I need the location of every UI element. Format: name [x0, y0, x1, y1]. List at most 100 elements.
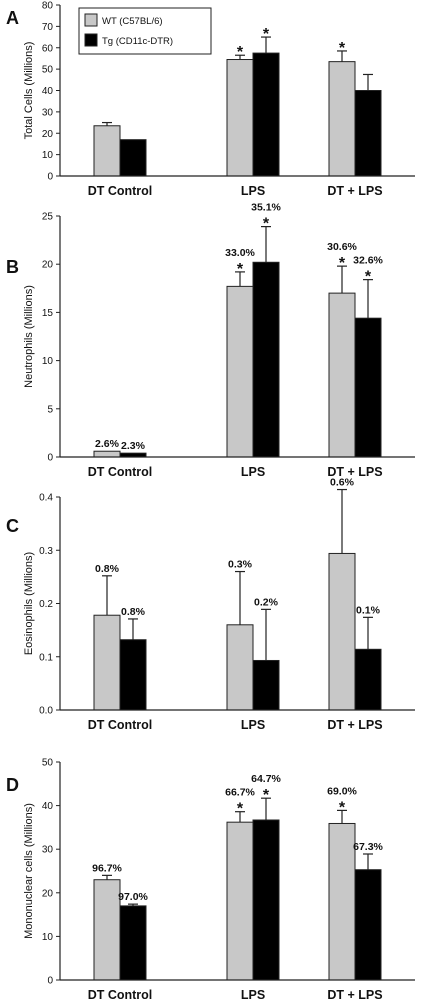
y-tick-label: 10 [42, 150, 54, 161]
bar-value-label: 0.6% [330, 477, 355, 489]
bar-value-label: 0.8% [121, 606, 146, 618]
legend-swatch [84, 13, 98, 27]
legend-box [78, 7, 212, 55]
bar [252, 261, 280, 458]
y-tick-label: 0 [47, 976, 53, 987]
y-tick-label: 0.0 [39, 706, 53, 717]
legend-label: WT (C57BL/6) [102, 16, 163, 27]
y-tick-label: 0.4 [39, 493, 53, 504]
bar-value-label: 0.3% [228, 559, 253, 571]
legend-swatch [84, 33, 98, 47]
bar-value-label: 0.1% [356, 604, 381, 616]
significance-star: * [365, 269, 372, 286]
bar [328, 292, 356, 458]
significance-star: * [263, 216, 270, 233]
bar [119, 139, 147, 177]
bar [354, 869, 382, 981]
y-tick-label: 50 [42, 65, 54, 76]
bar-value-label: 69.0% [327, 785, 357, 797]
bar-value-label: 67.3% [353, 841, 383, 853]
y-tick-label: 15 [42, 308, 54, 319]
significance-star: * [237, 44, 244, 61]
bar [226, 285, 254, 458]
legend: WT (C57BL/6) Tg (CD11c-DTR) [78, 7, 212, 55]
x-tick-label: DT + LPS [327, 718, 382, 732]
y-tick-label: 25 [42, 212, 54, 223]
x-tick-label: LPS [241, 465, 265, 479]
bar-value-label: 64.7% [251, 773, 281, 785]
y-tick-label: 10 [42, 356, 54, 367]
x-tick-label: LPS [241, 184, 265, 198]
y-tick-label: 80 [42, 1, 54, 12]
bar [328, 61, 356, 177]
y-tick-label: 0.3 [39, 546, 53, 557]
y-tick-label: 10 [42, 932, 54, 943]
bar-value-label: 97.0% [118, 891, 148, 903]
panel-letter: A [6, 8, 19, 28]
bar [119, 905, 147, 981]
y-axis-label: Total Cells (Millions) [23, 42, 35, 140]
bar [328, 552, 356, 711]
bar [354, 90, 382, 177]
bar [354, 648, 382, 711]
y-tick-label: 20 [42, 129, 54, 140]
bar [93, 125, 121, 177]
y-tick-label: 30 [42, 845, 54, 856]
bar-value-label: 35.1% [251, 202, 281, 214]
significance-star: * [263, 26, 270, 43]
bar-value-label: 0.8% [95, 563, 120, 575]
panel-letter: D [6, 775, 19, 795]
bar [252, 659, 280, 711]
chart-panel-d: D Mononuclear cells (Millions) 0 10 20 30 40 50… [6, 758, 415, 1002]
significance-star: * [339, 40, 346, 57]
significance-star: * [237, 801, 244, 818]
y-tick-label: 60 [42, 43, 54, 54]
bar-value-label: 66.7% [225, 787, 255, 799]
y-tick-label: 0 [47, 172, 53, 183]
x-tick-label: DT Control [88, 988, 153, 1002]
bar [252, 819, 280, 981]
bar [226, 59, 254, 177]
bar [93, 614, 121, 711]
bar-value-label: 2.3% [121, 440, 146, 452]
bar-value-label: 0.2% [254, 596, 279, 608]
y-tick-label: 5 [47, 404, 53, 415]
y-tick-label: 20 [42, 260, 54, 271]
legend-label: Tg (CD11c-DTR) [102, 36, 173, 47]
x-tick-label: LPS [241, 988, 265, 1002]
bar [119, 639, 147, 711]
bar [226, 624, 254, 711]
y-tick-label: 70 [42, 22, 54, 33]
y-tick-label: 30 [42, 107, 54, 118]
bar [252, 52, 280, 177]
panel-letter: C [6, 516, 19, 536]
bar [226, 821, 254, 981]
y-axis-label: Neutrophils (Millions) [23, 285, 35, 388]
bar [354, 317, 382, 458]
chart-panel-a: A Total Cells (Millions) 0 10 20 30 40 50 60 70 80… [6, 1, 415, 198]
x-tick-label: DT Control [88, 465, 153, 479]
y-tick-label: 0 [47, 453, 53, 464]
y-tick-label: 50 [42, 758, 54, 769]
x-tick-label: DT Control [88, 184, 153, 198]
significance-star: * [237, 261, 244, 278]
bar-value-label: 96.7% [92, 862, 122, 874]
x-tick-label: LPS [241, 718, 265, 732]
x-tick-label: DT + LPS [327, 184, 382, 198]
bar [93, 879, 121, 981]
x-tick-label: DT + LPS [327, 988, 382, 1002]
y-axis-label: Mononuclear cells (Millions) [23, 803, 35, 939]
x-tick-label: DT + LPS [327, 465, 382, 479]
panel-letter: B [6, 257, 19, 277]
significance-star: * [339, 255, 346, 272]
y-axis-label: Eosinophils (Millions) [23, 552, 35, 655]
chart-panel-c: C Eosinophils (Millions) 0.0 0.1 0.2 0.3 0.4 0.… [6, 477, 415, 732]
y-tick-label: 0.1 [39, 652, 53, 663]
significance-star: * [339, 799, 346, 816]
significance-star: * [263, 787, 270, 804]
chart-panel-b: B Neutrophils (Millions) 0 5 10 15 20 25 2.6% * 33… [6, 202, 415, 479]
bar-value-label: 2.6% [95, 438, 120, 450]
bar-value-label: 32.6% [353, 255, 383, 267]
y-tick-label: 40 [42, 86, 54, 97]
